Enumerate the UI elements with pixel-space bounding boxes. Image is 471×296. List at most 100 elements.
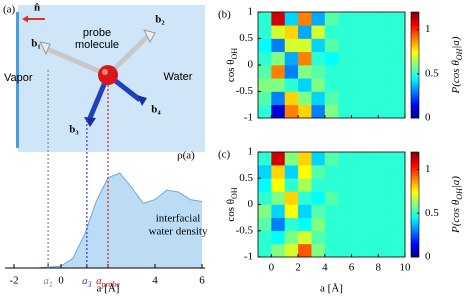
y-tick-label: 0 xyxy=(248,59,254,71)
bond-label: b₁ xyxy=(31,38,40,50)
heatmap-cell xyxy=(338,230,352,245)
x-tick-label: aprobe xyxy=(96,275,120,290)
heatmap-cell xyxy=(311,12,326,26)
heatmap-cell xyxy=(338,191,352,205)
x-tick-label: a1 xyxy=(43,275,53,290)
heatmap-cell xyxy=(364,217,379,232)
colorbar-step xyxy=(411,46,419,50)
heatmap-cell xyxy=(391,38,406,53)
heatmap-cell xyxy=(258,230,272,245)
colorbar-step xyxy=(411,251,419,255)
colorbar-step xyxy=(411,94,419,98)
colorbar-step xyxy=(411,78,419,82)
heatmap-cell xyxy=(284,78,299,92)
heatmap-cell xyxy=(391,204,406,218)
colorbar-step xyxy=(411,35,419,39)
colorbar-step xyxy=(411,201,419,205)
heatmap-cell xyxy=(364,51,379,66)
x-tick-label: 6 xyxy=(349,262,355,274)
colorbar-step xyxy=(411,102,419,106)
colorbar-step xyxy=(411,70,419,74)
heatmap-cell xyxy=(271,204,286,218)
heatmap-cell xyxy=(311,230,326,245)
colorbar-step xyxy=(411,83,419,87)
colorbar-step xyxy=(411,228,419,232)
colorbar-label-part: P(cos θ xyxy=(450,199,462,234)
heatmap-cell xyxy=(284,243,299,258)
heatmap-cell xyxy=(298,165,312,179)
colorbar-step xyxy=(411,209,419,213)
heatmap-cell xyxy=(311,38,326,53)
y-tick-label: -0.5 xyxy=(236,224,254,236)
heatmap-cell xyxy=(298,191,312,205)
heatmap-cell xyxy=(311,104,326,119)
colorbar-step xyxy=(411,25,419,29)
heatmap-cell xyxy=(271,78,286,92)
heatmap-cell xyxy=(258,91,272,106)
heatmap-cell xyxy=(351,178,366,192)
colorbar-step xyxy=(411,178,419,182)
colorbar-step xyxy=(411,99,419,103)
heatmap-cell xyxy=(391,191,406,205)
heatmap-cell xyxy=(338,51,352,66)
heatmap-cell xyxy=(324,25,339,39)
colorbar-step xyxy=(411,238,419,242)
y-axis-label-part: cos θ xyxy=(225,199,237,222)
heatmap-cell xyxy=(311,51,326,66)
colorbar-step xyxy=(411,80,419,84)
colorbar-label: P(cos θOH|a) xyxy=(450,36,465,94)
heatmap-cell xyxy=(311,78,326,92)
colorbar-step xyxy=(411,167,419,171)
colorbar-label-part: OH xyxy=(455,187,464,200)
density-area xyxy=(14,173,202,268)
heatmap-cell xyxy=(391,152,406,166)
colorbar-step xyxy=(411,225,419,229)
heatmap-cell xyxy=(324,91,339,106)
heatmap-cell xyxy=(284,12,299,26)
heatmap-cell xyxy=(338,104,352,119)
heatmap-cell xyxy=(351,204,366,218)
heatmap-cell xyxy=(351,78,366,92)
heatmap-cell xyxy=(298,25,312,39)
heatmap-cell xyxy=(271,243,286,258)
heatmap-cell xyxy=(298,78,312,92)
heatmap-cell xyxy=(338,25,352,39)
heatmap-cell xyxy=(311,243,326,258)
colorbar-step xyxy=(411,67,419,71)
colorbar-step xyxy=(411,12,419,16)
colorbar-label-part: |a) xyxy=(450,36,462,49)
colorbar-step xyxy=(411,188,419,192)
heatmap-cell xyxy=(338,217,352,232)
heatmap-cell xyxy=(378,152,392,166)
colorbar-step xyxy=(411,107,419,111)
colorbar-step xyxy=(411,212,419,216)
colorbar-step xyxy=(411,33,419,37)
heatmap-cell xyxy=(298,243,312,258)
colorbar-step xyxy=(411,17,419,21)
heatmap-cell xyxy=(258,165,272,179)
colorbar-step xyxy=(411,51,419,55)
x-tick-label-part: probe xyxy=(101,280,121,289)
heatmap-cell xyxy=(284,230,299,245)
normal-label: n̂ xyxy=(34,2,40,14)
bond-head xyxy=(143,29,156,44)
heatmap-cell xyxy=(391,51,406,66)
interface-bar xyxy=(16,12,19,148)
bond-label: b₄ xyxy=(151,104,161,116)
y-axis-label: cos θOH xyxy=(225,48,240,82)
heatmap-cell xyxy=(378,91,392,106)
heatmap-cell xyxy=(364,25,379,39)
heatmap-cell xyxy=(378,204,392,218)
heatmap-cell xyxy=(324,217,339,232)
heatmap-cell xyxy=(364,152,379,166)
heatmap-cell xyxy=(378,78,392,92)
colorbar-step xyxy=(411,175,419,179)
colorbar-step xyxy=(411,173,419,177)
bond-label: b₂ xyxy=(155,14,165,26)
heatmap-cell xyxy=(258,178,272,192)
heatmap-cell xyxy=(258,104,272,119)
colorbar-step xyxy=(411,162,419,166)
colorbar-step xyxy=(411,246,419,250)
heatmap-cell xyxy=(364,243,379,258)
